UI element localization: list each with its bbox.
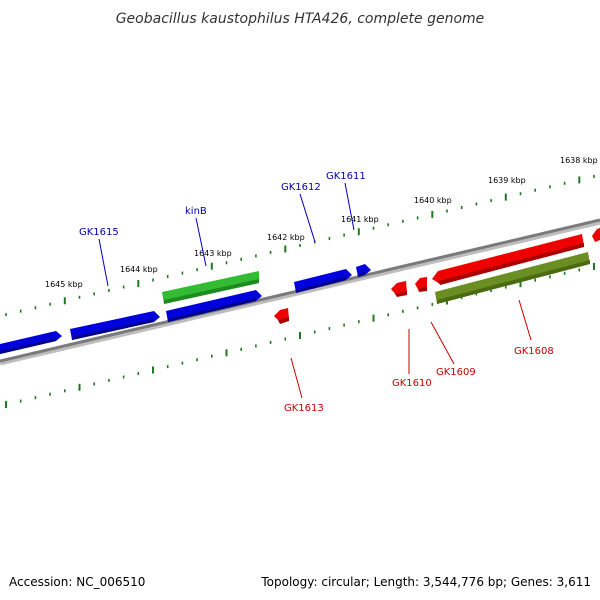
gene-arrow-gk1612[interactable] — [294, 269, 352, 293]
scale-labels: 1638 kbp 1639 kbp 1640 kbp 1641 kbp 1642… — [45, 156, 598, 289]
scale-label-1641: 1641 kbp — [341, 215, 379, 224]
gene-leader-lines — [98, 182, 532, 399]
gene-label-gk1610[interactable]: GK1610 — [392, 378, 432, 389]
scale-label-1642: 1642 kbp — [267, 233, 305, 242]
gene-arrow-gk1613[interactable] — [274, 308, 289, 324]
gene-label-gk1612[interactable]: GK1612 — [281, 182, 321, 193]
scale-label-1645: 1645 kbp — [45, 280, 83, 289]
gene-label-gk1615[interactable]: GK1615 — [79, 227, 119, 238]
gene-label-gk1613[interactable]: GK1613 — [284, 403, 324, 414]
gene-arrow-edge[interactable] — [592, 228, 600, 242]
gene-label-gk1611[interactable]: GK1611 — [326, 171, 366, 182]
scale-ticks-upper — [5, 174, 595, 317]
gene-arrow-gk1609[interactable] — [415, 277, 427, 292]
reverse-genes — [274, 228, 600, 324]
map-title: Geobacillus kaustophilus HTA426, complet… — [116, 11, 485, 27]
gene-label-gk1608[interactable]: GK1608 — [514, 346, 554, 357]
gene-arrow-kinb-cds[interactable] — [166, 290, 262, 322]
gene-arrow-forward[interactable] — [0, 331, 62, 354]
scale-label-1639: 1639 kbp — [488, 176, 526, 185]
gene-arrow-gk1615[interactable] — [70, 311, 160, 340]
gene-arrow-gk1611[interactable] — [356, 264, 371, 277]
gene-labels: GK1615 kinB GK1612 GK1611 GK1613 GK1610 … — [79, 171, 554, 414]
gene-arrow-kinb[interactable] — [162, 271, 259, 304]
scale-label-1640: 1640 kbp — [414, 196, 452, 205]
scale-label-1643: 1643 kbp — [194, 249, 232, 258]
backbone-shadow — [0, 219, 600, 366]
scale-label-1638: 1638 kbp — [560, 156, 598, 165]
gene-arrow-gk1608[interactable] — [432, 234, 584, 285]
gene-arrow-gk1610[interactable] — [391, 281, 407, 297]
gene-arrow-gk1608-pseudo[interactable] — [435, 252, 590, 304]
accession-text: Accession: NC_006510 — [9, 575, 145, 589]
gene-label-gk1609[interactable]: GK1609 — [436, 367, 476, 378]
scale-label-1644: 1644 kbp — [120, 265, 158, 274]
gene-label-kinb[interactable]: kinB — [185, 206, 207, 217]
forward-genes — [0, 264, 371, 354]
topology-text: Topology: circular; Length: 3,544,776 bp… — [260, 575, 591, 589]
